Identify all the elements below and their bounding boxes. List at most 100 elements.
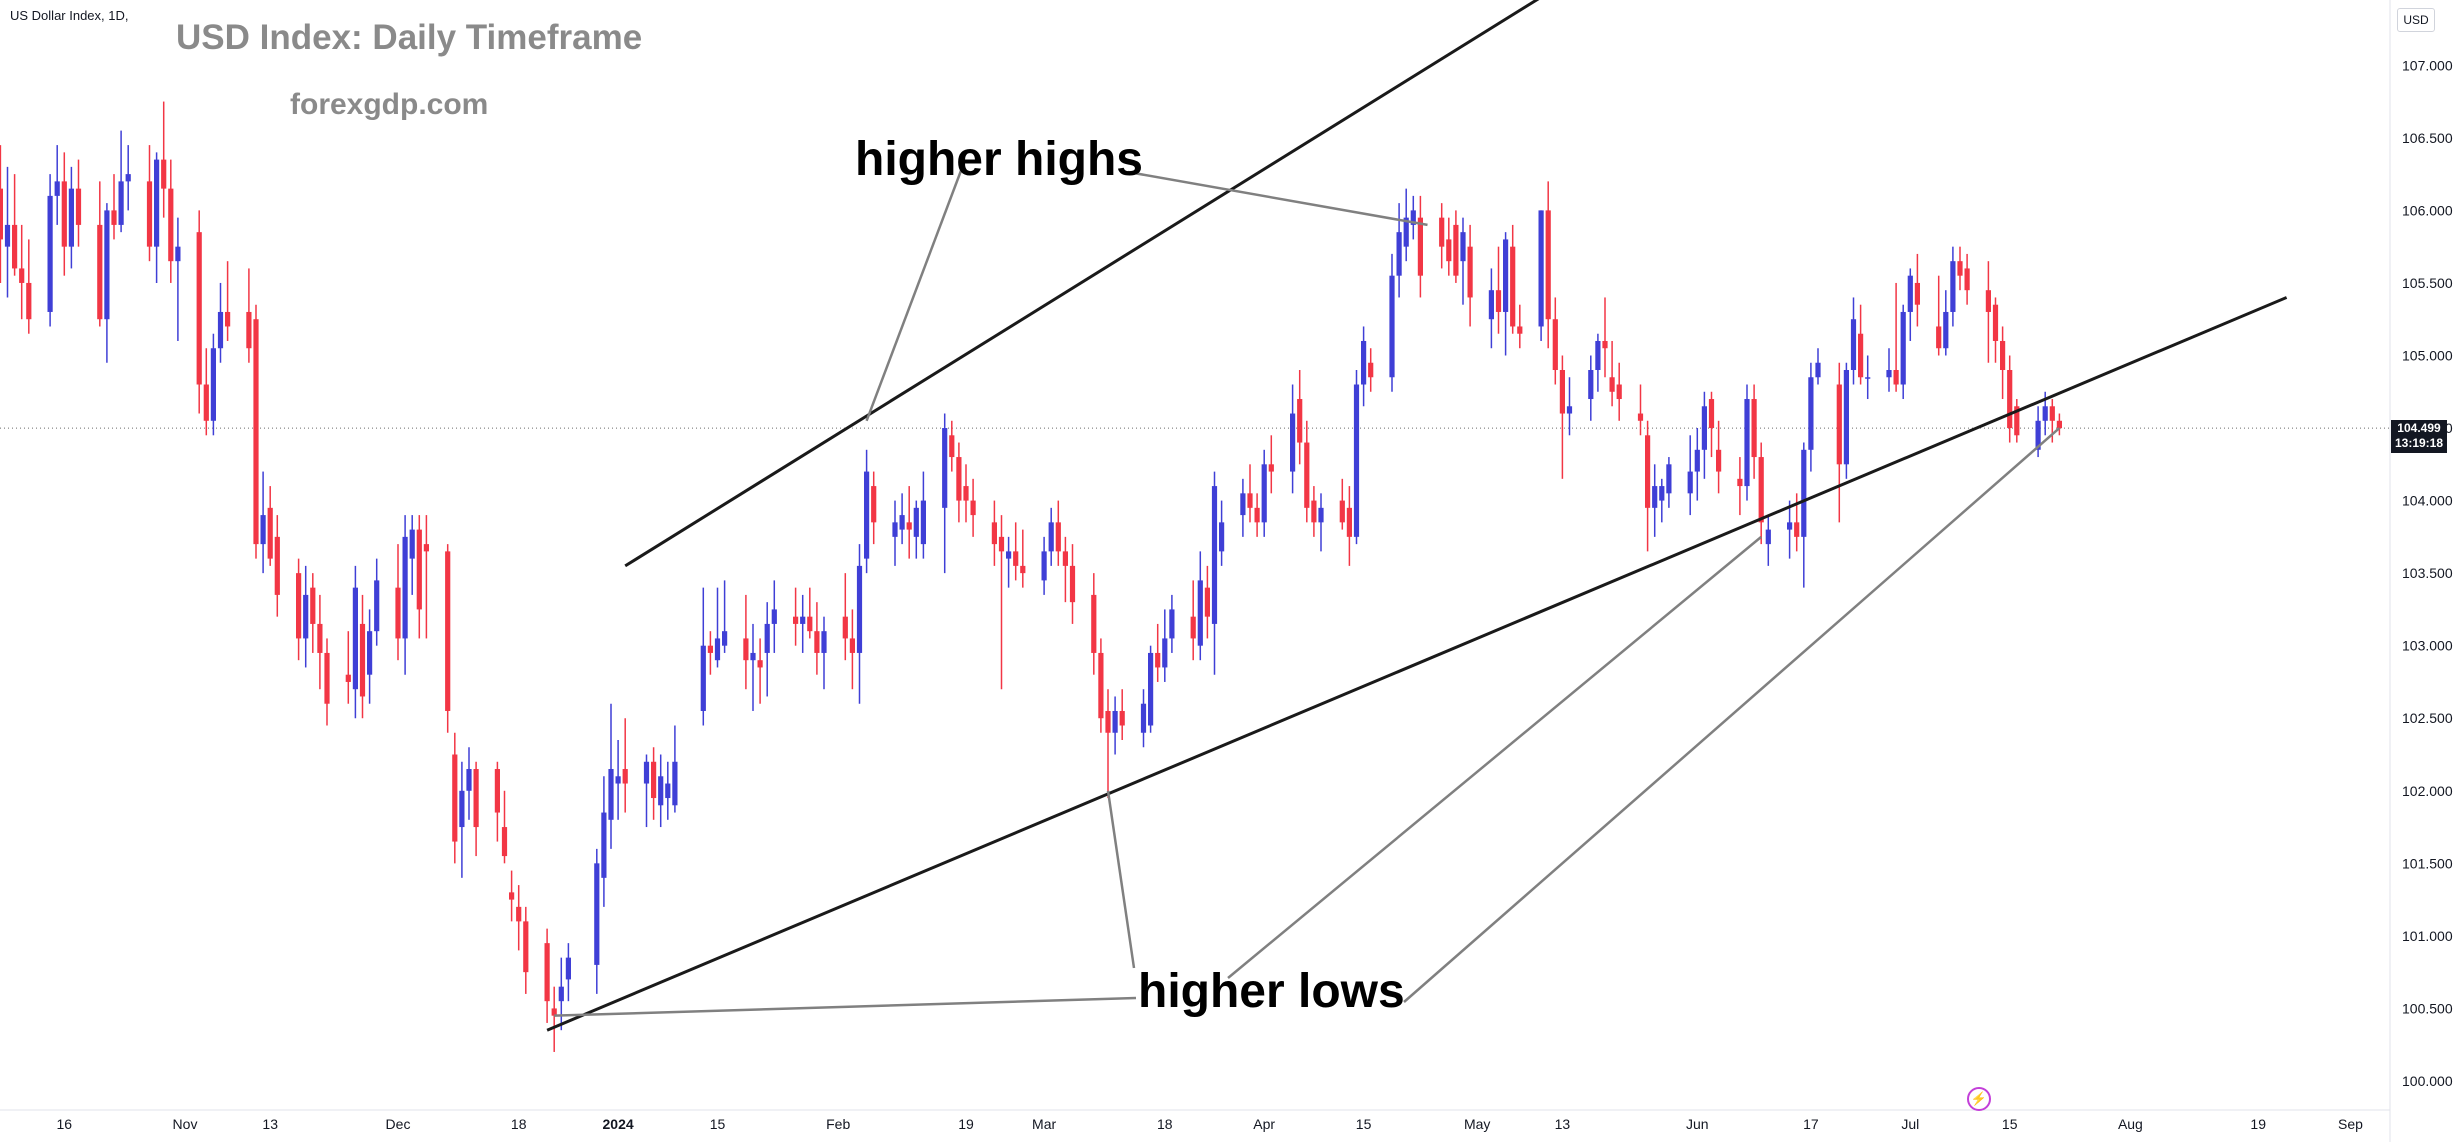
candle[interactable] — [1495, 246, 1502, 334]
candle[interactable] — [1801, 442, 1807, 588]
candle[interactable] — [1304, 420, 1310, 523]
candle[interactable] — [1659, 478, 1665, 523]
candle[interactable] — [1943, 290, 1949, 356]
candle[interactable] — [267, 486, 273, 566]
candle[interactable] — [516, 885, 522, 951]
candle[interactable] — [1112, 696, 1118, 755]
candle[interactable] — [1787, 500, 1793, 559]
candle[interactable] — [622, 718, 628, 813]
candle[interactable] — [1247, 464, 1253, 523]
candle[interactable] — [395, 544, 401, 661]
candle[interactable] — [2056, 413, 2062, 436]
candle[interactable] — [1602, 297, 1608, 378]
candle[interactable] — [1261, 449, 1267, 537]
candle[interactable] — [1758, 442, 1764, 545]
candle[interactable] — [1148, 645, 1154, 733]
candle[interactable] — [367, 609, 373, 704]
candle[interactable] — [1843, 362, 1849, 479]
candle[interactable] — [161, 101, 167, 218]
candle[interactable] — [700, 587, 706, 726]
candle[interactable] — [800, 594, 806, 653]
candle[interactable] — [54, 145, 60, 225]
time-axis[interactable]: 16 Nov 13 Dec 18 2024 15 Feb 19 Mar 18 Apr 15 May 13 Ju… — [57, 1116, 2364, 1132]
candle[interactable] — [445, 544, 451, 733]
candle[interactable] — [1013, 522, 1019, 581]
candle[interactable] — [722, 580, 728, 653]
candle[interactable] — [1538, 210, 1544, 341]
candle[interactable] — [1290, 384, 1296, 494]
candle[interactable] — [303, 565, 309, 668]
candle[interactable] — [75, 159, 82, 247]
candle[interactable] — [814, 602, 820, 675]
candle[interactable] — [111, 174, 117, 240]
candle[interactable] — [175, 217, 181, 341]
candle[interactable] — [1985, 261, 1991, 363]
candle[interactable] — [416, 515, 422, 639]
candle[interactable] — [793, 587, 799, 646]
candle[interactable] — [274, 515, 280, 617]
candle[interactable] — [856, 544, 863, 704]
candle[interactable] — [544, 928, 550, 1023]
candle[interactable] — [4, 166, 11, 298]
candle[interactable] — [1694, 428, 1700, 501]
candle[interactable] — [1552, 297, 1558, 385]
candle[interactable] — [1140, 689, 1147, 748]
candle[interactable] — [558, 957, 564, 1031]
candle[interactable] — [2014, 399, 2020, 443]
candle[interactable] — [551, 986, 557, 1052]
candle[interactable] — [1936, 275, 1942, 356]
candle[interactable] — [146, 145, 153, 262]
candle[interactable] — [0, 145, 3, 283]
candle[interactable] — [1808, 362, 1814, 472]
candle[interactable] — [1368, 348, 1374, 392]
candle[interactable] — [2035, 406, 2041, 458]
candle[interactable] — [154, 152, 160, 283]
candle[interactable] — [423, 515, 429, 639]
candle[interactable] — [920, 471, 926, 559]
candle[interactable] — [1666, 457, 1672, 508]
candle[interactable] — [1311, 486, 1317, 537]
candle[interactable] — [2007, 355, 2013, 443]
lightning-bolt-icon[interactable]: ⚡ — [1967, 1087, 1991, 1111]
candle[interactable] — [1900, 304, 1906, 400]
candle[interactable] — [1716, 420, 1722, 494]
candle[interactable] — [1389, 253, 1395, 392]
candle[interactable] — [1439, 203, 1445, 269]
candle[interactable] — [1950, 246, 1956, 327]
candle[interactable] — [651, 747, 657, 820]
candle[interactable] — [1460, 217, 1466, 305]
candle[interactable] — [352, 565, 358, 719]
candle[interactable] — [1616, 362, 1622, 421]
candle[interactable] — [1062, 536, 1068, 603]
candle[interactable] — [1517, 304, 1523, 349]
candle[interactable] — [864, 449, 870, 574]
candle[interactable] — [246, 268, 252, 363]
candle[interactable] — [750, 623, 756, 711]
candle[interactable] — [1162, 609, 1168, 682]
candle[interactable] — [1453, 210, 1459, 283]
candle[interactable] — [1652, 464, 1658, 537]
candle[interactable] — [913, 500, 919, 559]
candle[interactable] — [743, 594, 749, 690]
candle[interactable] — [658, 754, 664, 828]
candle[interactable] — [665, 761, 671, 820]
candle[interactable] — [260, 471, 266, 574]
candle[interactable] — [324, 638, 330, 726]
candle[interactable] — [217, 282, 224, 363]
candle[interactable] — [892, 500, 898, 566]
candle[interactable] — [1850, 297, 1857, 385]
candle[interactable] — [203, 348, 209, 436]
candle[interactable] — [1098, 638, 1104, 733]
candle[interactable] — [1595, 333, 1601, 392]
candle[interactable] — [707, 631, 713, 675]
candle[interactable] — [345, 631, 351, 704]
candle[interactable] — [1055, 500, 1061, 566]
candle[interactable] — [1858, 304, 1864, 385]
candle[interactable] — [1105, 689, 1111, 799]
candle[interactable] — [764, 602, 770, 697]
candle[interactable] — [1403, 188, 1409, 262]
candle[interactable] — [1964, 253, 1970, 305]
candle[interactable] — [849, 609, 855, 690]
candle[interactable] — [991, 500, 997, 566]
